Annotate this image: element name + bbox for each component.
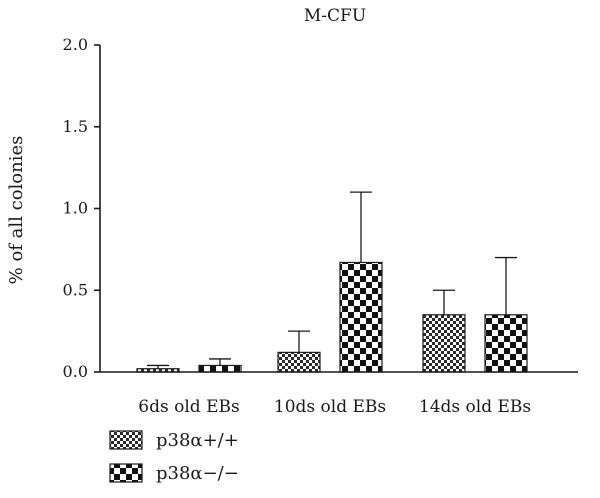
chart-title: M-CFU <box>304 6 366 26</box>
legend-label: p38α−/− <box>156 463 239 484</box>
bar-knockout-1 <box>339 261 383 373</box>
legend: p38α+/+ p38α−/− <box>109 430 239 484</box>
bars <box>136 261 528 373</box>
y-tick-label: 0.5 <box>63 280 88 299</box>
y-axis-label: % of all colonies <box>6 136 27 285</box>
y-tick-label: 1.0 <box>63 199 88 218</box>
x-category-label: 14ds old EBs <box>419 397 531 417</box>
x-axis-labels: 6ds old EBs 10ds old EBs 14ds old EBs <box>138 397 531 417</box>
y-tick-label: 2.0 <box>63 35 88 54</box>
error-bars <box>147 191 517 369</box>
bar-wildtype-1 <box>277 351 321 373</box>
y-axis-ticks: 0.0 0.5 1.0 1.5 2.0 <box>63 35 100 381</box>
legend-swatch <box>109 430 143 450</box>
bar-knockout-0 <box>198 364 242 373</box>
y-tick-label: 0.0 <box>63 362 88 381</box>
bar-knockout-2 <box>484 314 528 373</box>
x-category-label: 10ds old EBs <box>274 397 386 417</box>
x-category-label: 6ds old EBs <box>138 397 239 417</box>
legend-label: p38α+/+ <box>156 430 239 451</box>
legend-swatch <box>109 463 143 483</box>
y-tick-label: 1.5 <box>63 117 88 136</box>
bar-wildtype-2 <box>422 314 466 373</box>
